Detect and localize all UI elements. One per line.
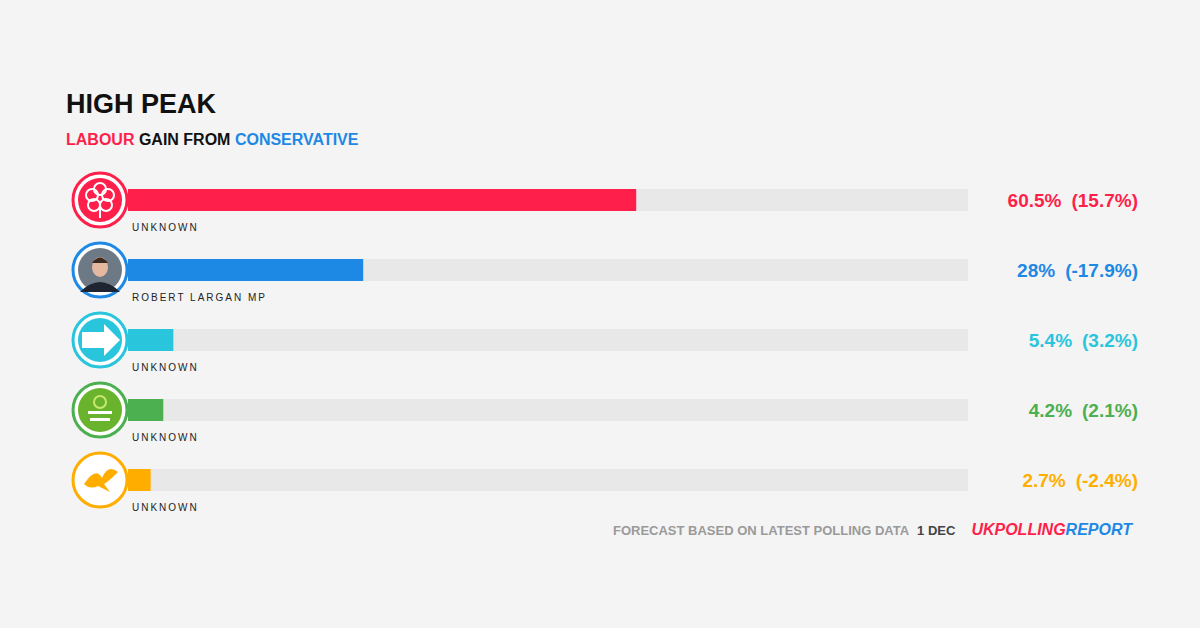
data-label: 28% (-17.9%) xyxy=(1017,260,1138,281)
candidate-label: ROBERT LARGAN MP xyxy=(132,292,267,303)
subtitle: LABOUR GAIN FROM CONSERVATIVE xyxy=(66,131,359,148)
logo-line xyxy=(90,418,110,421)
candidate-label: UNKNOWN xyxy=(132,362,199,373)
logo-petal xyxy=(86,189,98,201)
party-logo xyxy=(73,453,127,507)
subtitle-word: LABOUR xyxy=(66,131,135,148)
party-logo xyxy=(73,313,127,367)
bar xyxy=(128,329,173,351)
photo-suit xyxy=(80,282,120,292)
party-logo xyxy=(73,243,127,297)
change-label: (2.1%) xyxy=(1082,400,1138,421)
change-label: (3.2%) xyxy=(1082,330,1138,351)
logo-ring xyxy=(73,173,127,227)
party-logo xyxy=(73,383,127,437)
photo-hair xyxy=(92,258,108,264)
data-label: 2.7% (-2.4%) xyxy=(1022,470,1138,491)
candidate-label: UNKNOWN xyxy=(132,502,199,513)
source: REPORT xyxy=(1066,521,1134,538)
change-label: (15.7%) xyxy=(1071,190,1138,211)
data-label: 4.2% (2.1%) xyxy=(1029,400,1138,421)
change-label: (-2.4%) xyxy=(1076,470,1138,491)
logo-sun xyxy=(94,396,106,408)
subtitle-word: FROM xyxy=(179,131,231,148)
subtitle-word: GAIN xyxy=(134,131,178,148)
range-track xyxy=(128,259,968,281)
range-track xyxy=(128,399,968,421)
bar xyxy=(128,469,151,491)
bar xyxy=(128,259,363,281)
range-track xyxy=(128,329,968,351)
logo-fill xyxy=(78,318,122,362)
chart: HIGH PEAK LABOUR GAIN FROM CONSERVATIVE UN… xyxy=(0,0,1200,628)
footer: FORECAST BASED ON LATEST POLLING DATA 1 D… xyxy=(613,521,1133,538)
value-label: 60.5% xyxy=(1008,190,1062,211)
subtitle-word: CONSERVATIVE xyxy=(230,131,358,148)
candidate-label: UNKNOWN xyxy=(132,432,199,443)
logo-petal xyxy=(94,183,106,195)
logo-petal xyxy=(100,199,112,211)
value-label: 2.7% xyxy=(1022,470,1065,491)
bar xyxy=(128,189,636,211)
change-label: (-17.9%) xyxy=(1065,260,1138,281)
logo-ring xyxy=(73,313,127,367)
candidate-label: UNKNOWN xyxy=(132,222,199,233)
title: HIGH PEAK xyxy=(66,89,217,119)
annotation: 1 DEC xyxy=(917,523,956,538)
data-label: 60.5% (15.7%) xyxy=(1008,190,1138,211)
range-track xyxy=(128,469,968,491)
logo-ring xyxy=(73,243,127,297)
logo-fill xyxy=(78,388,122,432)
data-label: 5.4% (3.2%) xyxy=(1029,330,1138,351)
logo-stem xyxy=(99,208,101,218)
logo-fill xyxy=(78,178,122,222)
logo-bird xyxy=(84,469,118,492)
annotation: FORECAST BASED ON LATEST POLLING DATA xyxy=(613,523,910,538)
value-label: 4.2% xyxy=(1029,400,1072,421)
logo-ring xyxy=(73,383,127,437)
source: UKPOLLING xyxy=(971,521,1065,538)
bars xyxy=(128,189,636,491)
bar xyxy=(128,399,163,421)
logo-line xyxy=(88,411,112,414)
range-track xyxy=(128,189,968,211)
photo-bg xyxy=(78,248,122,292)
logo-arrow xyxy=(82,324,120,356)
party-logo xyxy=(73,173,127,227)
value-label: 5.4% xyxy=(1029,330,1072,351)
logo-ring xyxy=(73,453,127,507)
value-label: 28% xyxy=(1017,260,1055,281)
photo-face xyxy=(92,257,108,277)
